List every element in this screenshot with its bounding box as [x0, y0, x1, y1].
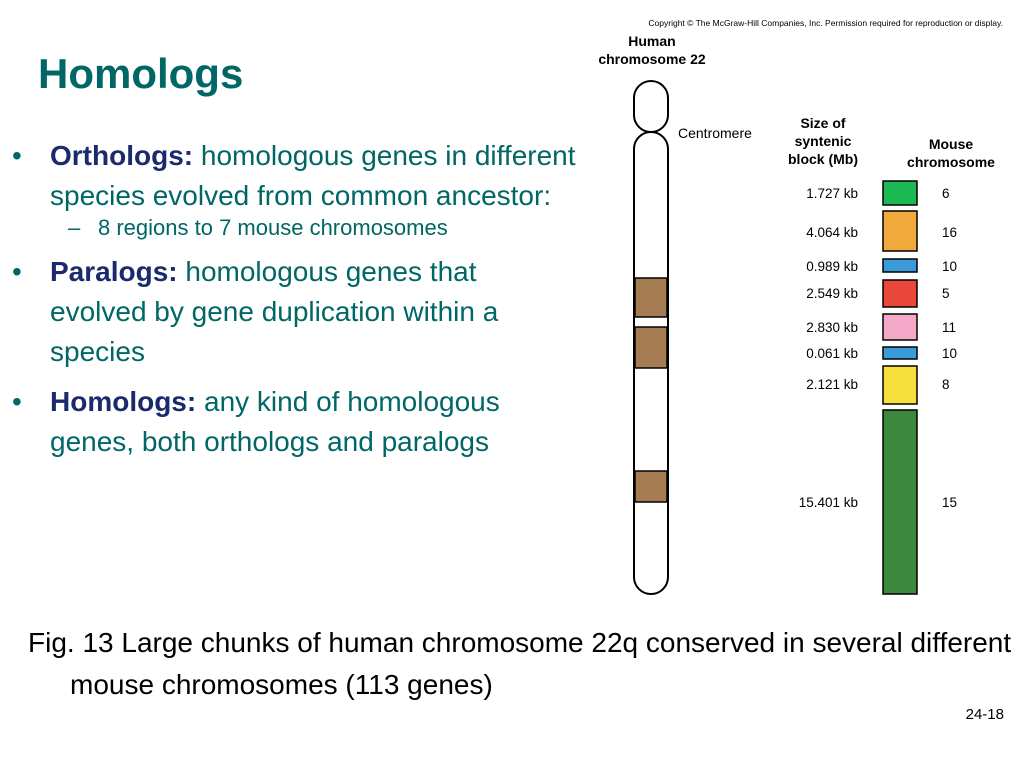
block-size: 2.121 kb — [806, 377, 858, 392]
chromosome-title: Human — [628, 33, 675, 49]
bullet-term: Orthologs: — [50, 140, 194, 171]
bullet-dot-icon: • — [12, 386, 22, 417]
sub-bullet: – 8 regions to 7 mouse chromosomes — [50, 214, 580, 242]
syntenic-block-row: 4.064 kb 16 — [806, 210, 957, 252]
figure-caption: Fig. 13 Large chunks of human chromosome… — [28, 627, 1012, 700]
block-swatch — [882, 409, 918, 595]
chromosome-band — [634, 470, 668, 503]
bullet-dot-icon: • — [12, 140, 22, 171]
bullet-text: homologous genes in different species ev… — [50, 140, 576, 211]
bullet-list: • Orthologs: homologous genes in differe… — [12, 136, 580, 472]
mouse-header: Mouse — [929, 136, 974, 152]
bullet-term: Paralogs: — [50, 256, 178, 287]
chromosome-band — [634, 277, 668, 318]
dash-icon: – — [68, 215, 81, 240]
copyright-notice: Copyright © The McGraw-Hill Companies, I… — [648, 18, 1003, 28]
block-swatch — [882, 258, 918, 273]
chromosome-figure: Copyright © The McGraw-Hill Companies, I… — [587, 14, 1008, 600]
block-swatch — [882, 180, 918, 206]
syntenic-block-row: 1.727 kb 6 — [806, 180, 950, 206]
block-swatch — [882, 313, 918, 341]
bullet-term: Homologs: — [50, 386, 197, 417]
block-swatch — [882, 210, 918, 252]
mouse-chromosome-number: 10 — [942, 346, 957, 361]
mouse-chromosome-number: 15 — [942, 495, 957, 510]
chromosome-p-arm — [633, 80, 669, 133]
size-header: syntenic — [795, 133, 852, 149]
mouse-chromosome-number: 8 — [942, 377, 950, 392]
bullet-dot-icon: • — [12, 256, 22, 287]
syntenic-block-row: 2.830 kb 11 — [806, 313, 956, 341]
block-swatch — [882, 346, 918, 360]
block-size: 15.401 kb — [799, 495, 858, 510]
block-size: 2.549 kb — [806, 286, 858, 301]
syntenic-block-row: 0.989 kb 10 — [806, 258, 957, 274]
syntenic-block-row: 15.401 kb 15 — [799, 409, 957, 595]
slide-number: 24-18 — [965, 706, 1004, 723]
syntenic-block-row: 2.549 kb 5 — [806, 279, 950, 308]
mouse-chromosome-number: 10 — [942, 259, 957, 274]
size-header: block (Mb) — [788, 151, 858, 167]
bullet-homologs: • Homologs: any kind of homologous genes… — [12, 382, 580, 462]
block-swatch — [882, 365, 918, 405]
syntenic-block-row: 0.061 kb 10 — [806, 346, 957, 361]
syntenic-block-row: 2.121 kb 8 — [806, 365, 950, 405]
mouse-header: chromosome — [907, 154, 995, 170]
bullet-text: homologous genes that evolved by gene du… — [50, 256, 499, 367]
slide-title: Homologs — [38, 50, 244, 97]
mouse-chromosome-number: 16 — [942, 225, 957, 240]
block-size: 4.064 kb — [806, 225, 858, 240]
block-size: 0.061 kb — [806, 346, 858, 361]
block-size: 1.727 kb — [806, 186, 858, 201]
bullet-orthologs: • Orthologs: homologous genes in differe… — [12, 136, 580, 242]
chromosome-diagram: Copyright © The McGraw-Hill Companies, I… — [598, 18, 1003, 595]
chromosome-title: chromosome 22 — [598, 51, 706, 67]
centromere-label: Centromere — [678, 125, 752, 141]
block-swatch — [882, 279, 918, 308]
block-size: 0.989 kb — [806, 259, 858, 274]
mouse-chromosome-number: 5 — [942, 286, 950, 301]
mouse-chromosome-number: 11 — [942, 320, 956, 335]
chromosome-band — [634, 326, 668, 369]
sub-bullet-text: 8 regions to 7 mouse chromosomes — [98, 215, 448, 240]
block-size: 2.830 kb — [806, 320, 858, 335]
mouse-chromosome-number: 6 — [942, 186, 950, 201]
size-header: Size of — [800, 115, 845, 131]
bullet-text: any kind of homologous genes, both ortho… — [50, 386, 500, 457]
bullet-paralogs: • Paralogs: homologous genes that evolve… — [12, 252, 580, 372]
